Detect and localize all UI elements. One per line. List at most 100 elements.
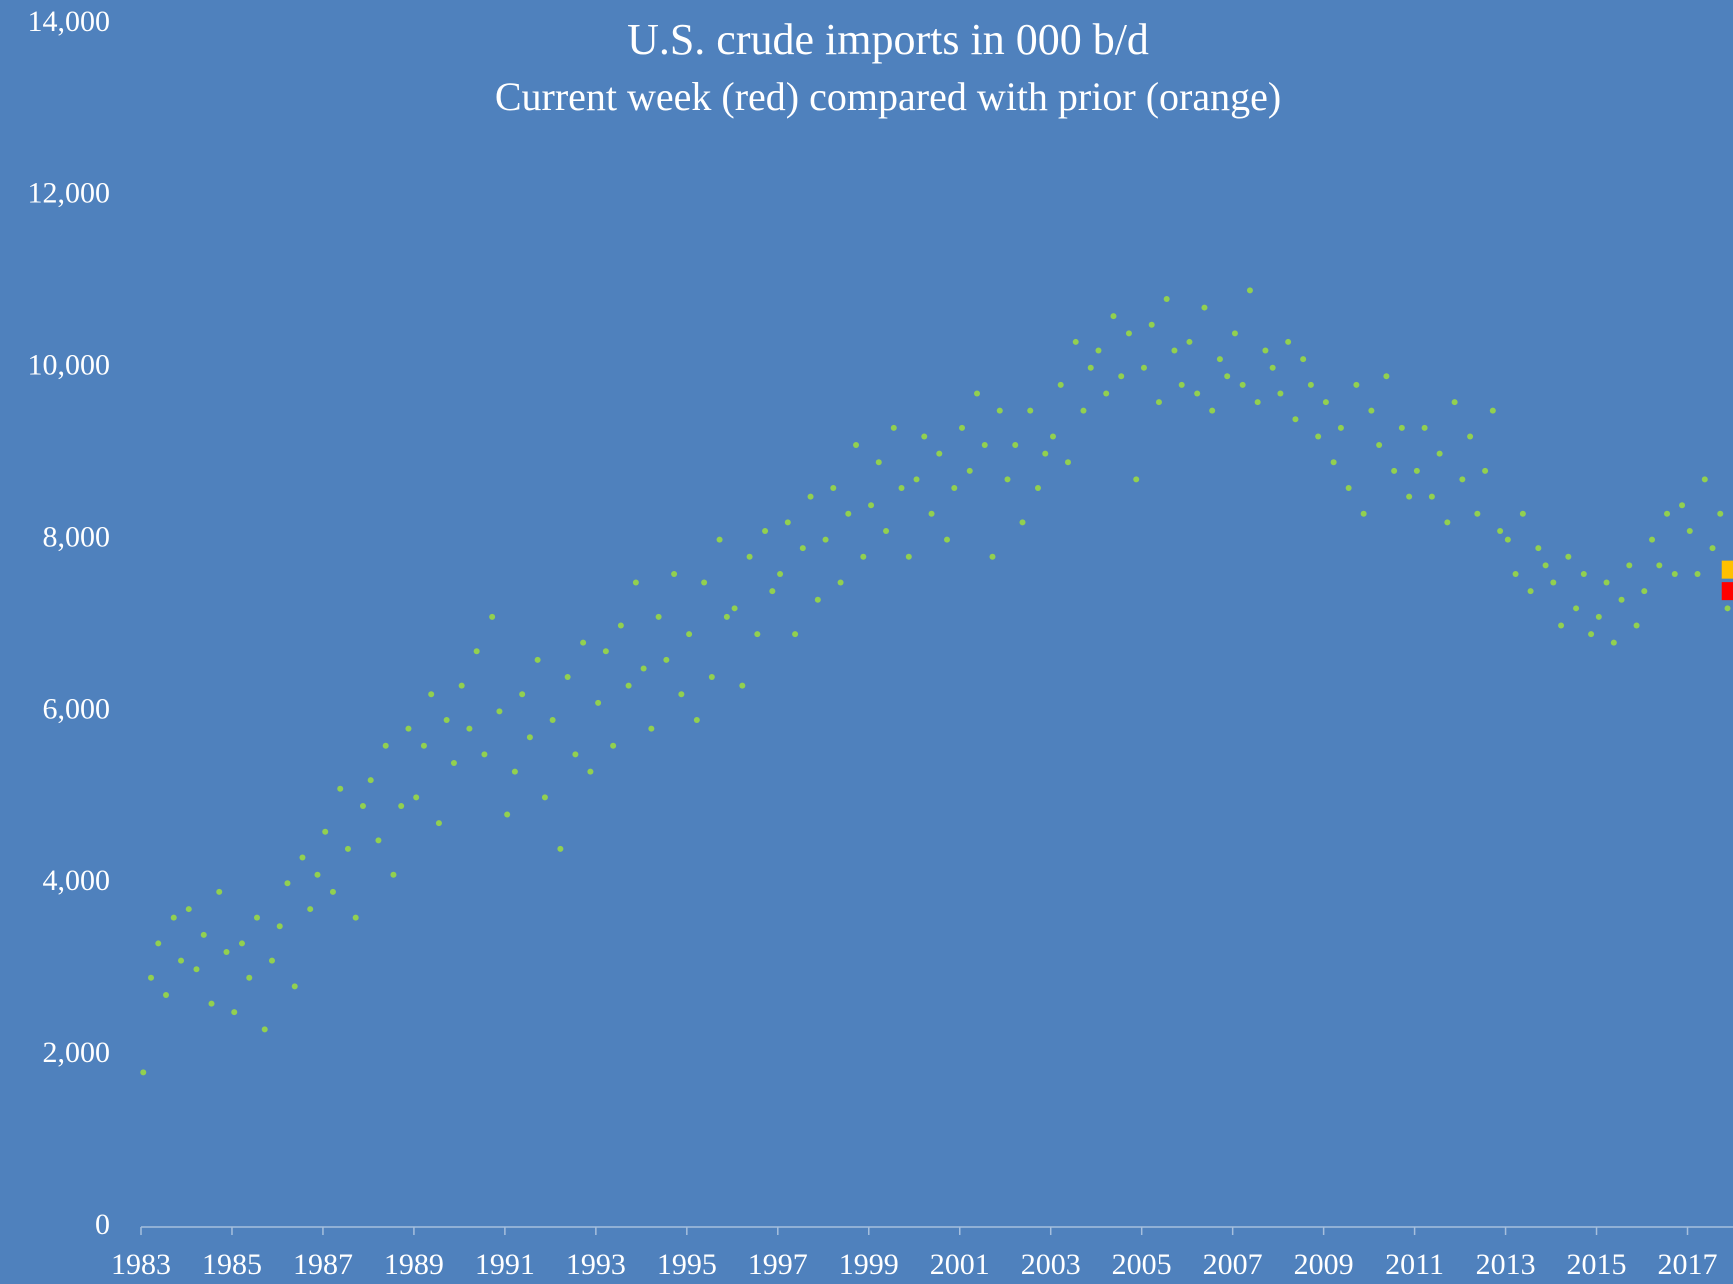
point	[587, 768, 594, 775]
point	[1034, 485, 1041, 492]
point	[519, 691, 526, 698]
point	[382, 742, 389, 749]
point	[1125, 330, 1132, 337]
point	[1709, 545, 1716, 552]
point	[1467, 433, 1474, 440]
point	[1428, 493, 1435, 500]
point	[1527, 588, 1534, 595]
point	[534, 656, 541, 663]
point	[216, 888, 223, 895]
point	[375, 837, 382, 844]
point	[1671, 570, 1678, 577]
point	[1618, 596, 1625, 603]
point	[268, 957, 275, 964]
point	[473, 648, 480, 655]
x-tick-label: 1993	[566, 1248, 626, 1281]
point	[1254, 399, 1261, 406]
point	[1649, 536, 1656, 543]
point	[1451, 399, 1458, 406]
point	[1209, 407, 1216, 414]
point	[640, 665, 647, 672]
chart-subtitle: Current week (red) compared with prior (…	[495, 74, 1281, 119]
point	[307, 906, 314, 913]
point	[1330, 459, 1337, 466]
point	[1224, 373, 1231, 380]
point	[1246, 287, 1253, 294]
point	[1535, 545, 1542, 552]
point	[1721, 560, 1733, 579]
point	[1118, 373, 1125, 380]
point	[853, 442, 860, 449]
point	[1186, 338, 1193, 345]
point	[708, 674, 715, 681]
point	[1542, 562, 1549, 569]
point	[428, 691, 435, 698]
point	[1504, 536, 1511, 543]
point	[1489, 407, 1496, 414]
point	[284, 880, 291, 887]
point	[1216, 356, 1223, 363]
point	[1580, 570, 1587, 577]
point	[974, 390, 981, 397]
point	[276, 923, 283, 930]
point	[1721, 582, 1733, 601]
point	[1155, 399, 1162, 406]
point	[1027, 407, 1034, 414]
point	[731, 605, 738, 612]
point	[989, 553, 996, 560]
point	[1391, 467, 1398, 474]
point	[746, 553, 753, 560]
point	[1421, 424, 1428, 431]
point	[329, 888, 336, 895]
point	[223, 949, 230, 956]
point	[1595, 613, 1602, 620]
point	[443, 717, 450, 724]
point	[671, 570, 678, 577]
point	[1413, 467, 1420, 474]
point	[769, 588, 776, 595]
point	[1459, 476, 1466, 483]
point	[1133, 476, 1140, 483]
point	[148, 974, 155, 981]
point	[208, 1000, 215, 1007]
point	[1701, 476, 1708, 483]
point	[322, 828, 329, 835]
point	[398, 802, 405, 809]
point	[1042, 450, 1049, 457]
point	[253, 914, 260, 921]
point	[1315, 433, 1322, 440]
point	[1558, 622, 1565, 629]
point	[784, 519, 791, 526]
point	[1436, 450, 1443, 457]
point	[413, 794, 420, 801]
point	[466, 725, 473, 732]
point	[155, 940, 162, 947]
point	[1694, 570, 1701, 577]
y-tick-label: 6,000	[43, 692, 111, 725]
x-tick-label: 1999	[839, 1248, 899, 1281]
point	[496, 708, 503, 715]
y-tick-label: 4,000	[43, 864, 111, 897]
point	[944, 536, 951, 543]
y-tick-label: 2,000	[43, 1036, 111, 1069]
point	[200, 931, 207, 938]
point	[1178, 381, 1185, 388]
point	[458, 682, 465, 689]
point	[1679, 502, 1686, 509]
point	[632, 579, 639, 586]
point	[450, 759, 457, 766]
point	[1277, 390, 1284, 397]
x-tick-label: 2013	[1476, 1248, 1536, 1281]
point	[1717, 510, 1724, 517]
point	[678, 691, 685, 698]
x-tick-label: 1985	[202, 1248, 262, 1281]
x-tick-label: 2011	[1385, 1248, 1444, 1281]
point	[170, 914, 177, 921]
point	[883, 527, 890, 534]
point	[799, 545, 806, 552]
point	[1641, 588, 1648, 595]
point	[1482, 467, 1489, 474]
point	[352, 914, 359, 921]
